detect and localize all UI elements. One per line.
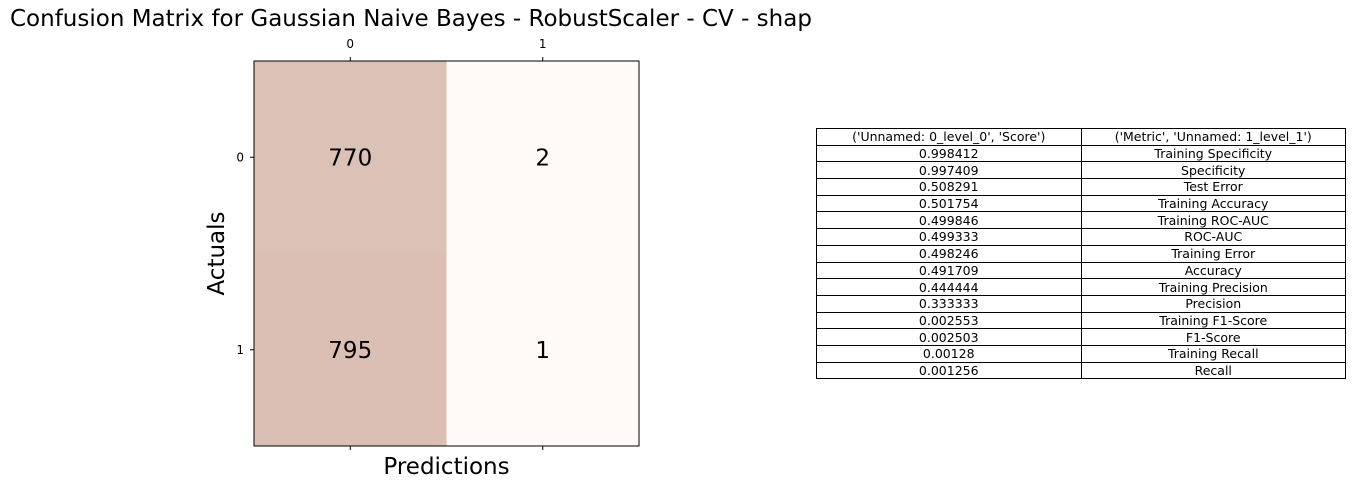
table-row: 0.998412 Training Specificity [816,144,1346,163]
score-cell: 0.002553 [816,311,1082,330]
metrics-table: ('Unnamed: 0_level_0', 'Score') ('Metric… [816,128,1346,380]
chart-title: Confusion Matrix for Gaussian Naive Baye… [10,6,812,32]
table-row: 0.498246 Training Error [816,244,1346,263]
x-tick-label: 0 [346,37,354,51]
cell-value-label: 1 [535,338,550,364]
table-row: 0.491709 Accuracy [816,261,1346,280]
metric-cell: Test Error [1080,178,1346,196]
metric-cell: Training Recall [1080,344,1346,363]
metric-cell: Training Accuracy [1080,194,1346,213]
y-axis-label: Actuals [204,211,230,295]
table-row: 0.997409 Specificity [816,161,1346,180]
metric-column-header: ('Metric', 'Unnamed: 1_level_1') [1080,128,1346,146]
cell-value-label: 2 [535,145,550,171]
matrix-cell [254,61,447,254]
metric-cell: Specificity [1080,161,1346,180]
table-row: 0.499846 Training ROC-AUC [816,211,1346,230]
metric-cell: Accuracy [1080,261,1346,280]
table-row: 0.444444 Training Precision [816,278,1346,296]
score-cell: 0.444444 [816,278,1082,296]
table-row: 0.333333 Precision [816,294,1346,313]
plot-frame [253,60,640,447]
x-axis-label: Predictions [383,454,509,480]
x-tick-label: 1 [539,37,547,51]
table-row: 0.002553 Training F1-Score [816,311,1346,330]
cell-value-label: 770 [328,145,372,171]
matrix-cell [446,253,639,446]
score-column-header: ('Unnamed: 0_level_0', 'Score') [816,128,1082,146]
score-cell: 0.00128 [816,344,1082,363]
table-row: 0.001256 Recall [816,361,1346,380]
metric-cell: Training Error [1080,244,1346,263]
metric-cell: ROC-AUC [1080,228,1346,246]
table-row: 0.499333 ROC-AUC [816,228,1346,246]
score-cell: 0.997409 [816,161,1082,180]
table-row: 0.002503 F1-Score [816,328,1346,346]
y-tick-label: 0 [236,150,244,164]
metric-cell: Precision [1080,294,1346,313]
score-cell: 0.333333 [816,294,1082,313]
score-cell: 0.501754 [816,194,1082,213]
score-cell: 0.001256 [816,361,1082,380]
table-row: 0.00128 Training Recall [816,344,1346,363]
score-cell: 0.508291 [816,178,1082,196]
metric-cell: Training Precision [1080,278,1346,296]
score-cell: 0.499333 [816,228,1082,246]
score-cell: 0.498246 [816,244,1082,263]
score-cell: 0.998412 [816,144,1082,163]
metric-cell: Training F1-Score [1080,311,1346,330]
metric-cell: F1-Score [1080,328,1346,346]
table-header-row: ('Unnamed: 0_level_0', 'Score') ('Metric… [816,128,1346,146]
confusion-matrix: 770 2 795 1 0 1 0 1 Predictions Actuals [204,37,640,480]
metric-cell: Recall [1080,361,1346,380]
score-cell: 0.002503 [816,328,1082,346]
table-row: 0.501754 Training Accuracy [816,194,1346,213]
metric-cell: Training Specificity [1080,144,1346,163]
table-body: 0.998412 Training Specificity 0.997409 Spec… [816,144,1346,380]
cell-value-label: 795 [328,338,372,364]
table-row: 0.508291 Test Error [816,178,1346,196]
score-cell: 0.491709 [816,261,1082,280]
matrix-cell [254,253,447,446]
score-cell: 0.499846 [816,211,1082,230]
metric-cell: Training ROC-AUC [1080,211,1346,230]
y-tick-label: 1 [236,343,244,357]
matrix-cell [446,61,639,254]
